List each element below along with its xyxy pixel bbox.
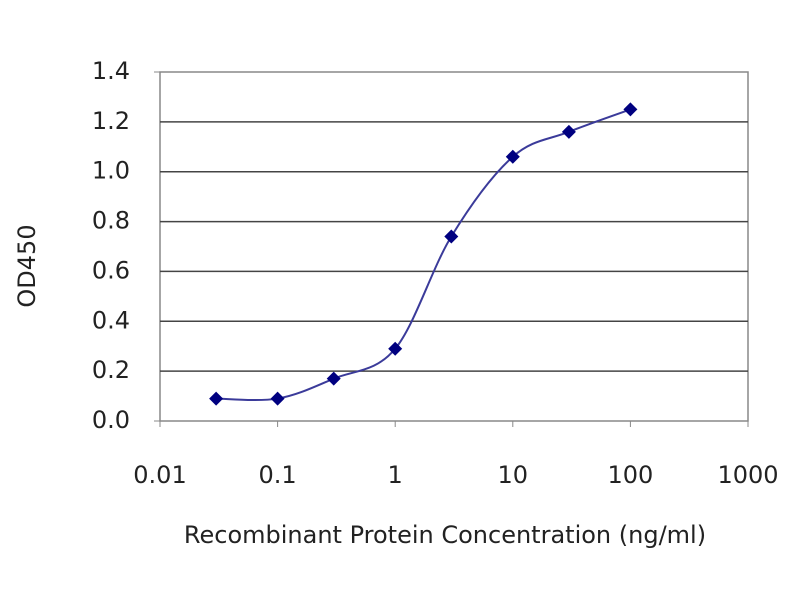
data-point xyxy=(444,229,459,244)
y-tick-label: 1.0 xyxy=(92,157,130,185)
data-point xyxy=(326,371,341,386)
y-axis-label: OD450 xyxy=(13,224,41,307)
data-point xyxy=(623,102,638,117)
y-tick-label: 0.0 xyxy=(92,406,130,434)
y-tick-label: 1.4 xyxy=(92,57,130,85)
data-point xyxy=(561,124,576,139)
x-tick-label: 10 xyxy=(498,461,529,489)
data-point xyxy=(388,341,403,356)
x-tick-label: 0.1 xyxy=(259,461,297,489)
plot-area xyxy=(159,71,749,422)
x-tick-label: 100 xyxy=(607,461,653,489)
data-point xyxy=(209,391,224,406)
data-point xyxy=(270,391,285,406)
series-line xyxy=(216,108,631,402)
y-tick-label: 0.2 xyxy=(92,356,130,384)
x-axis-label: Recombinant Protein Concentration (ng/ml… xyxy=(184,521,706,549)
data-point xyxy=(505,149,520,164)
y-tick-label: 0.6 xyxy=(92,256,130,284)
x-tick-label: 0.01 xyxy=(133,461,186,489)
x-tick-label: 1000 xyxy=(717,461,778,489)
y-tick-label: 0.4 xyxy=(92,306,130,334)
y-tick-label: 1.2 xyxy=(92,107,130,135)
x-tick-label: 1 xyxy=(388,461,403,489)
y-tick-label: 0.8 xyxy=(92,207,130,235)
